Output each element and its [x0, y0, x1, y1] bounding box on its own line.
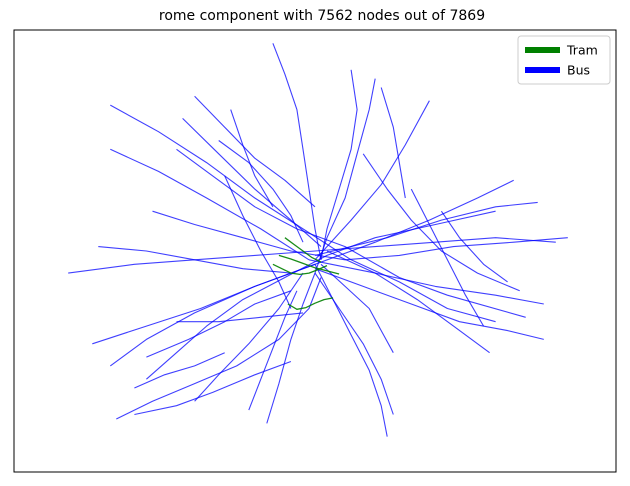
bus-route-20: [116, 277, 322, 420]
bus-route-29: [224, 175, 292, 309]
bus-route-24: [218, 140, 304, 243]
legend: Tram Bus: [517, 35, 611, 85]
bus-route-34: [176, 312, 304, 323]
bus-route-5: [176, 148, 526, 318]
bus-route-21: [134, 352, 225, 389]
chart-title: rome component with 7562 nodes out of 78…: [159, 8, 485, 24]
series-layer: [68, 43, 568, 437]
tram-route-1: [287, 297, 334, 310]
bus-route-8: [272, 43, 322, 260]
bus-route-36: [230, 109, 274, 208]
bus-route-14: [308, 259, 544, 305]
bus-route-23: [146, 290, 292, 358]
bus-route-35: [440, 210, 508, 283]
bus-route-16: [314, 100, 430, 261]
tram-route-3: [278, 254, 340, 275]
bus-route-18: [109, 263, 316, 367]
bus-route-9: [182, 118, 322, 248]
bus-route-30: [410, 188, 485, 327]
tram-route-4: [284, 237, 322, 263]
bus-route-10: [320, 69, 358, 260]
series-bus: [68, 43, 568, 437]
tram-route-2: [272, 263, 328, 276]
bus-route-26: [326, 250, 490, 354]
bus-route-17: [110, 148, 310, 261]
bus-route-19: [194, 272, 304, 402]
bus-route-4: [110, 104, 496, 323]
legend-label-tram: Tram: [566, 43, 598, 58]
bus-route-22: [134, 360, 292, 416]
bus-route-27: [320, 263, 394, 353]
bus-route-25: [362, 153, 520, 292]
bus-route-12: [314, 272, 394, 415]
bus-route-28: [98, 246, 291, 274]
bus-route-33: [248, 290, 298, 411]
bus-route-1: [68, 237, 556, 274]
series-tram: [272, 237, 340, 310]
bus-route-32: [380, 87, 406, 199]
bus-route-15: [314, 201, 538, 256]
legend-label-bus: Bus: [567, 63, 590, 78]
bus-route-11: [314, 264, 388, 437]
bus-route-31: [194, 95, 316, 208]
